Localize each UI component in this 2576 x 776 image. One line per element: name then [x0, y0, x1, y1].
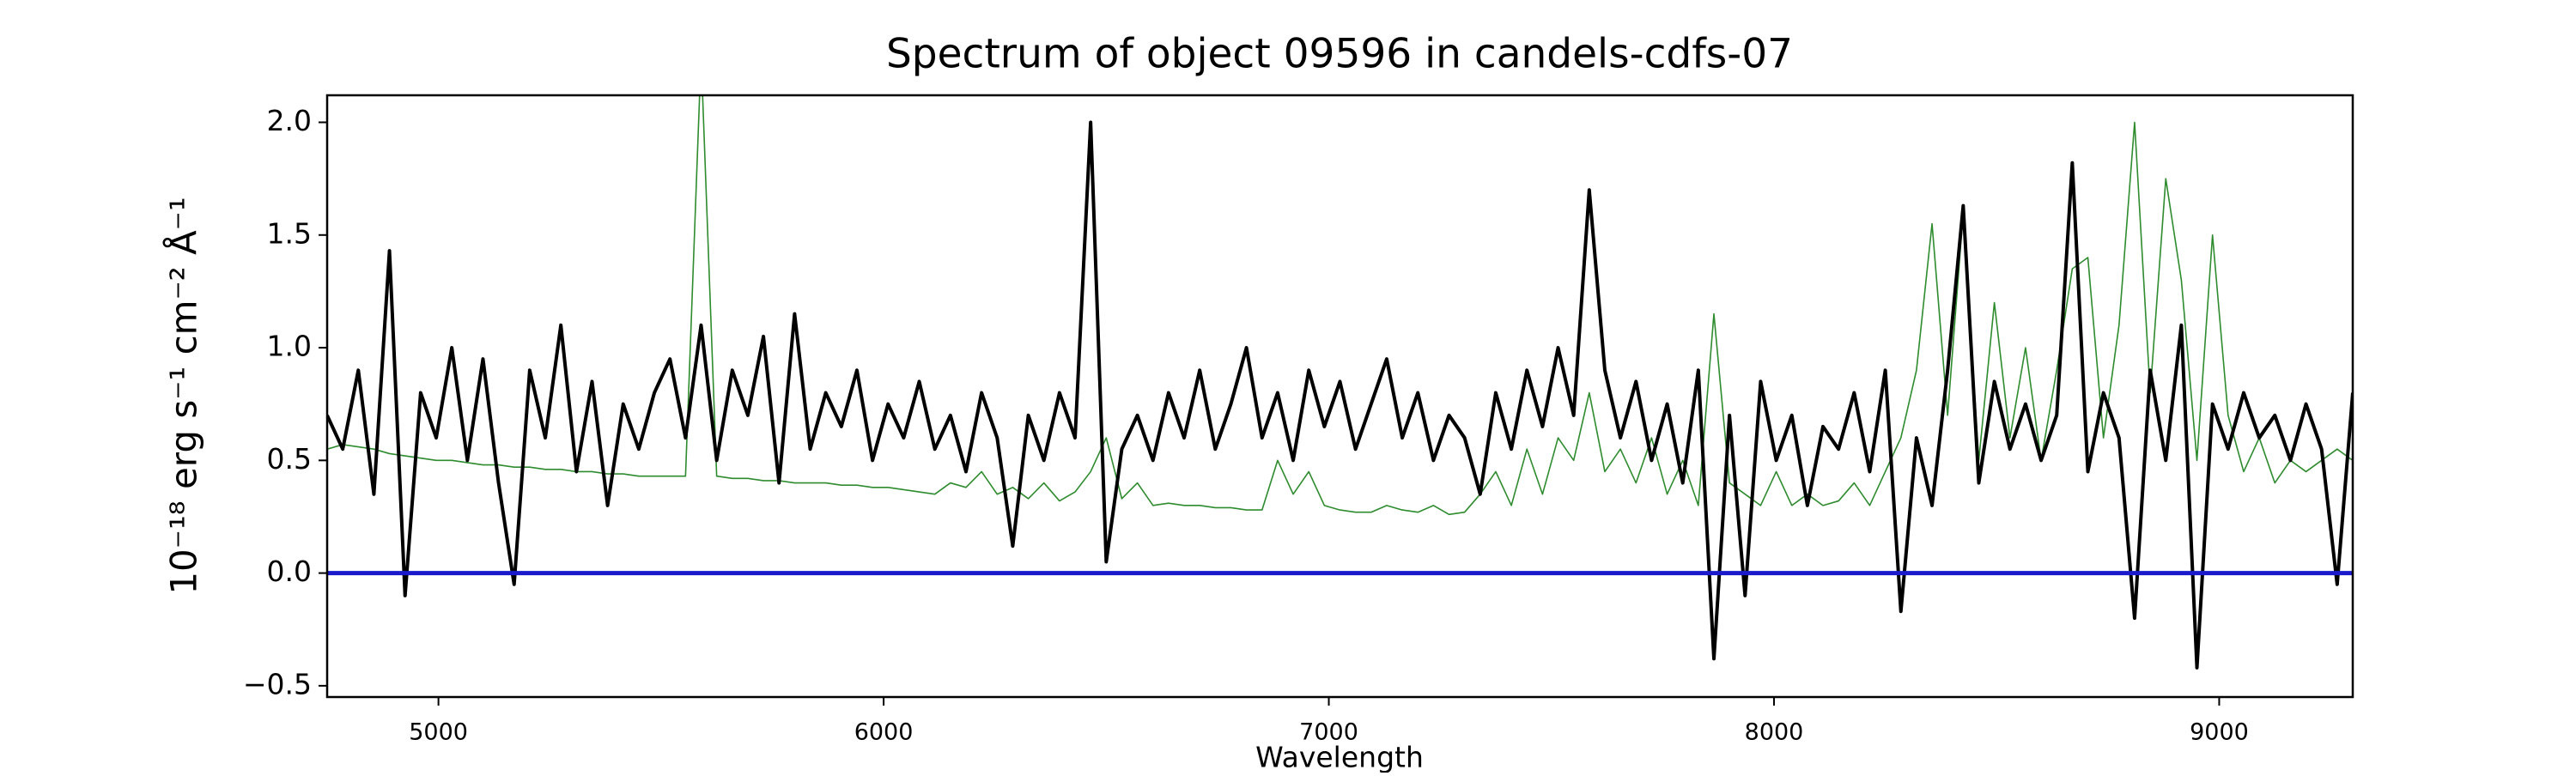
y-tick-label: 1.0	[267, 330, 312, 363]
x-tick-label: 8000	[1745, 719, 1804, 746]
y-tick-label: 0.5	[267, 442, 312, 476]
chart-title: Spectrum of object 09596 in candels-cdfs…	[886, 31, 1793, 78]
spectrum-line	[327, 120, 2353, 670]
y-axis-label: 10⁻¹⁸ erg s⁻¹ cm⁻² Å⁻¹	[162, 197, 205, 594]
x-axis-label: Wavelength	[1255, 741, 1424, 773]
axes-frame	[325, 94, 2354, 699]
spectrum-line	[327, 95, 2353, 516]
y-tick-label: 2.0	[267, 104, 312, 137]
y-tick-label: 1.5	[267, 216, 312, 250]
x-tick-label: 9000	[2190, 719, 2249, 746]
y-tick-label: 0.0	[267, 555, 312, 588]
x-tick-label: 6000	[854, 719, 914, 746]
x-tick-label: 5000	[409, 719, 468, 746]
y-tick-label: −0.5	[243, 667, 312, 700]
plot-area	[327, 95, 2353, 670]
x-tick-label: 7000	[1299, 719, 1358, 746]
